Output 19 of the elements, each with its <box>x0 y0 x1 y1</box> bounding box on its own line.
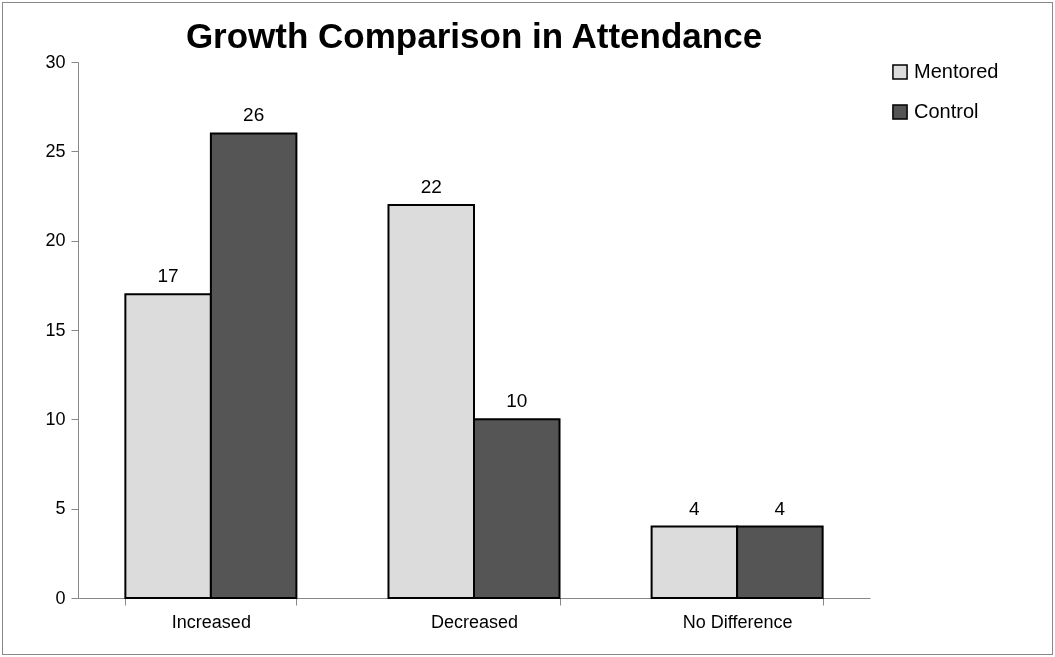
legend-label: Control <box>914 100 979 122</box>
y-tick-label: 25 <box>45 140 66 161</box>
y-tick-label: 15 <box>45 319 66 340</box>
y-tick-label: 0 <box>55 587 66 608</box>
data-label: 26 <box>243 104 265 126</box>
data-label: 4 <box>689 497 701 519</box>
y-tick-label: 30 <box>45 51 66 72</box>
chart-title: Growth Comparison in Attendance <box>185 16 763 55</box>
legend-label: Mentored <box>914 60 999 82</box>
y-tick-label: 5 <box>55 498 66 519</box>
data-label: 10 <box>506 390 528 412</box>
x-tick-label: Decreased <box>430 611 519 632</box>
x-tick-label: Increased <box>171 611 251 632</box>
data-label: 22 <box>420 175 442 197</box>
y-tick-label: 20 <box>45 230 66 251</box>
y-tick-label: 10 <box>45 408 66 429</box>
data-label: 17 <box>157 265 179 287</box>
x-tick-label: No Difference <box>682 611 793 632</box>
data-label: 4 <box>774 497 786 519</box>
